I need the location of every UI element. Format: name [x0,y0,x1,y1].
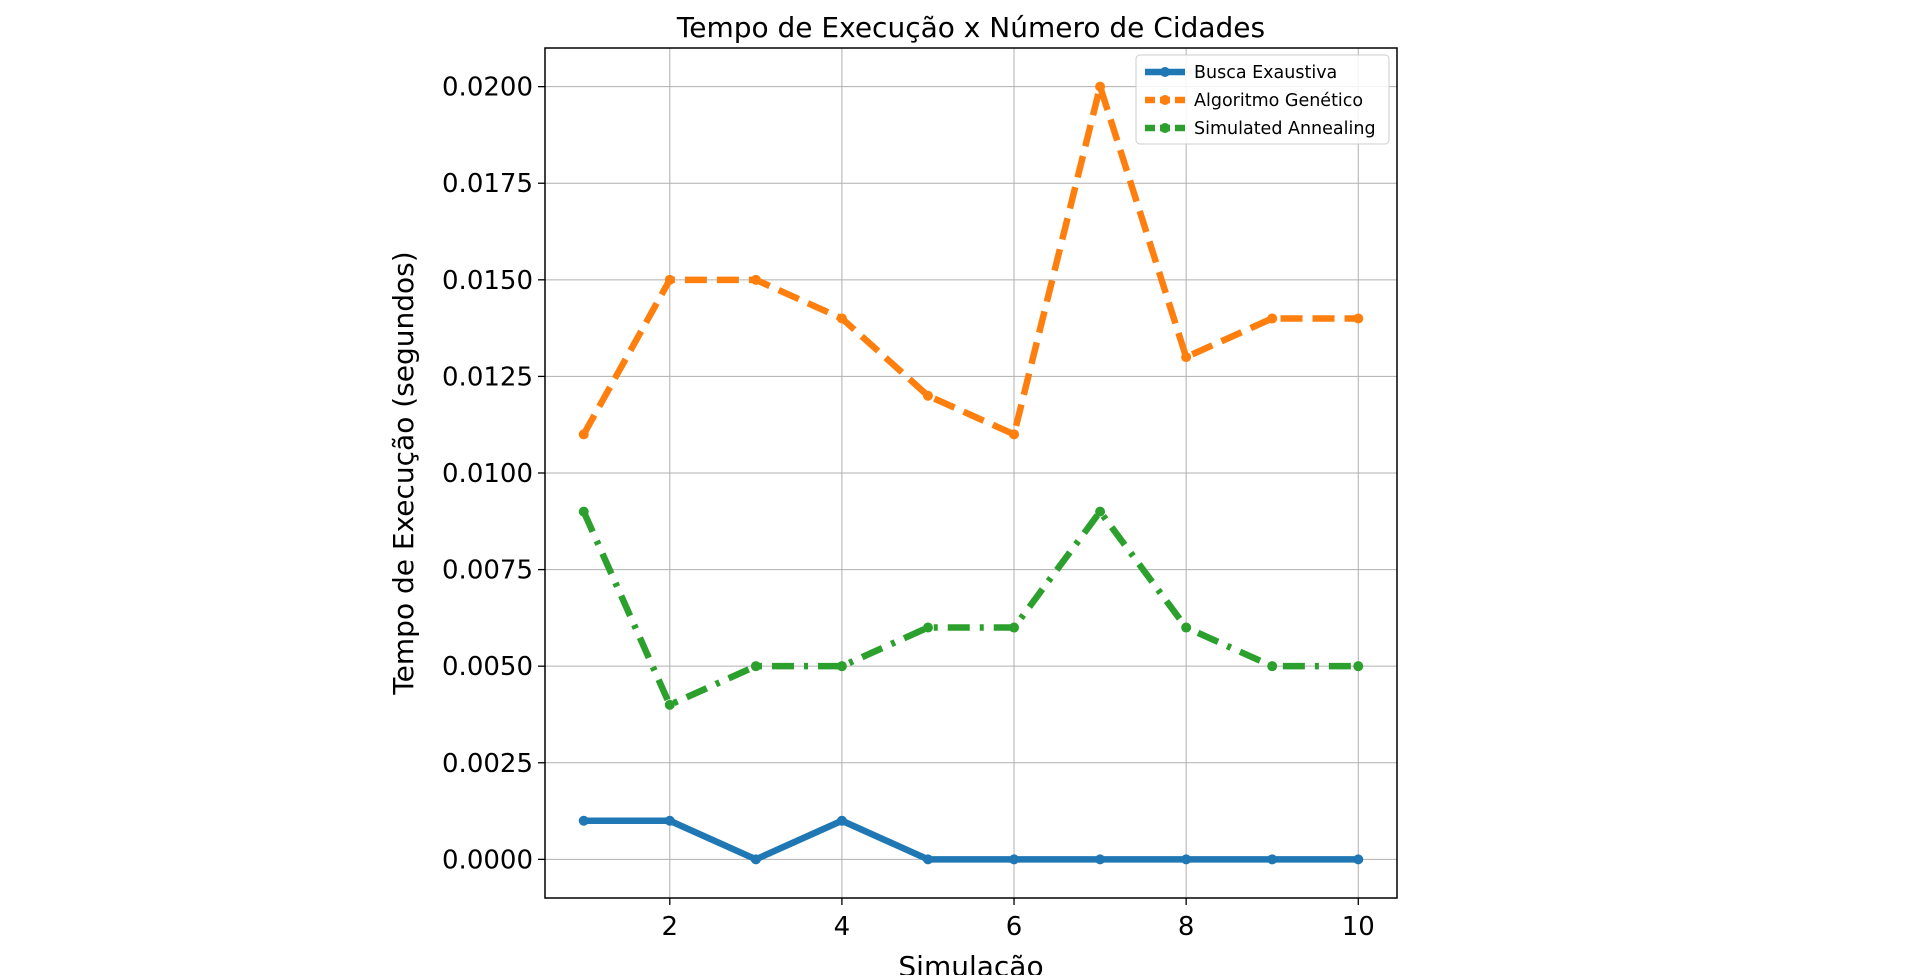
data-point [922,854,933,865]
y-tick-label: 0.0075 [442,556,533,586]
series-line [580,506,1359,710]
y-tick-label: 0.0025 [442,749,533,779]
data-point [750,661,761,672]
data-point [922,622,933,633]
y-tick-label: 0.0050 [442,652,533,682]
x-tick-label: 4 [834,912,851,942]
data-point [664,815,675,826]
series-busca-exaustiva [578,815,1364,865]
y-tick-label: 0.0100 [442,459,533,489]
legend-marker [1160,67,1170,77]
legend-label: Simulated Annealing [1194,119,1376,139]
data-point [750,274,761,285]
data-point [1095,854,1106,865]
grid-lines [545,48,1397,898]
data-point [578,506,589,517]
chart-title: Tempo de Execução x Número de Cidades [676,11,1265,44]
series-line [583,817,1359,863]
legend-label: Busca Exaustiva [1194,63,1337,83]
data-point [664,699,675,710]
series-line [580,74,1359,439]
data-point [1181,622,1192,633]
data-point [1095,506,1106,517]
y-axis-label: Tempo de Execução (segundos) [387,251,420,695]
series-lines [578,74,1364,865]
data-point [1009,854,1020,865]
legend-marker [1160,123,1170,133]
data-point [1353,661,1364,672]
axis-ticks: 2 4 6 8 10 0.0000 0.0025 0.0050 0.0075 0.0100 0.01… [442,73,1375,942]
legend-item-algoritmo-genetico: Algoritmo Genético [1145,91,1363,111]
data-point [836,313,847,324]
data-point [922,390,933,401]
y-tick-label: 0.0125 [442,362,533,392]
data-point [1267,313,1278,324]
data-point [1267,854,1278,865]
data-point [1009,429,1020,440]
data-point [1181,854,1192,865]
y-tick-label: 0.0200 [442,73,533,103]
data-point [578,429,589,440]
x-axis-label: Simulação [898,950,1043,975]
data-point [1009,622,1020,633]
x-tick-label: 6 [1006,912,1023,942]
data-point [664,274,675,285]
legend-item-simulated-annealing: Simulated Annealing [1145,119,1376,139]
data-point [750,854,761,865]
series-simulated-annealing [578,506,1364,710]
data-point [1181,352,1192,363]
legend-label: Algoritmo Genético [1194,91,1363,111]
data-point [836,661,847,672]
data-point [1267,661,1278,672]
data-point [1095,81,1106,92]
series-algoritmo-genetico [578,74,1364,440]
legend: Busca Exaustiva Algoritmo Genético Simulat… [1135,54,1390,145]
y-tick-label: 0.0000 [442,845,533,875]
x-tick-label: 2 [662,912,679,942]
data-point [1353,854,1364,865]
x-tick-label: 8 [1178,912,1195,942]
data-point [578,815,589,826]
data-point [836,815,847,826]
legend-marker [1160,95,1170,105]
legend-box [1135,54,1390,145]
y-tick-label: 0.0150 [442,266,533,296]
data-point [1353,313,1364,324]
x-tick-label: 10 [1342,912,1375,942]
legend-item-busca-exaustiva: Busca Exaustiva [1145,63,1337,83]
y-tick-label: 0.0175 [442,169,533,199]
